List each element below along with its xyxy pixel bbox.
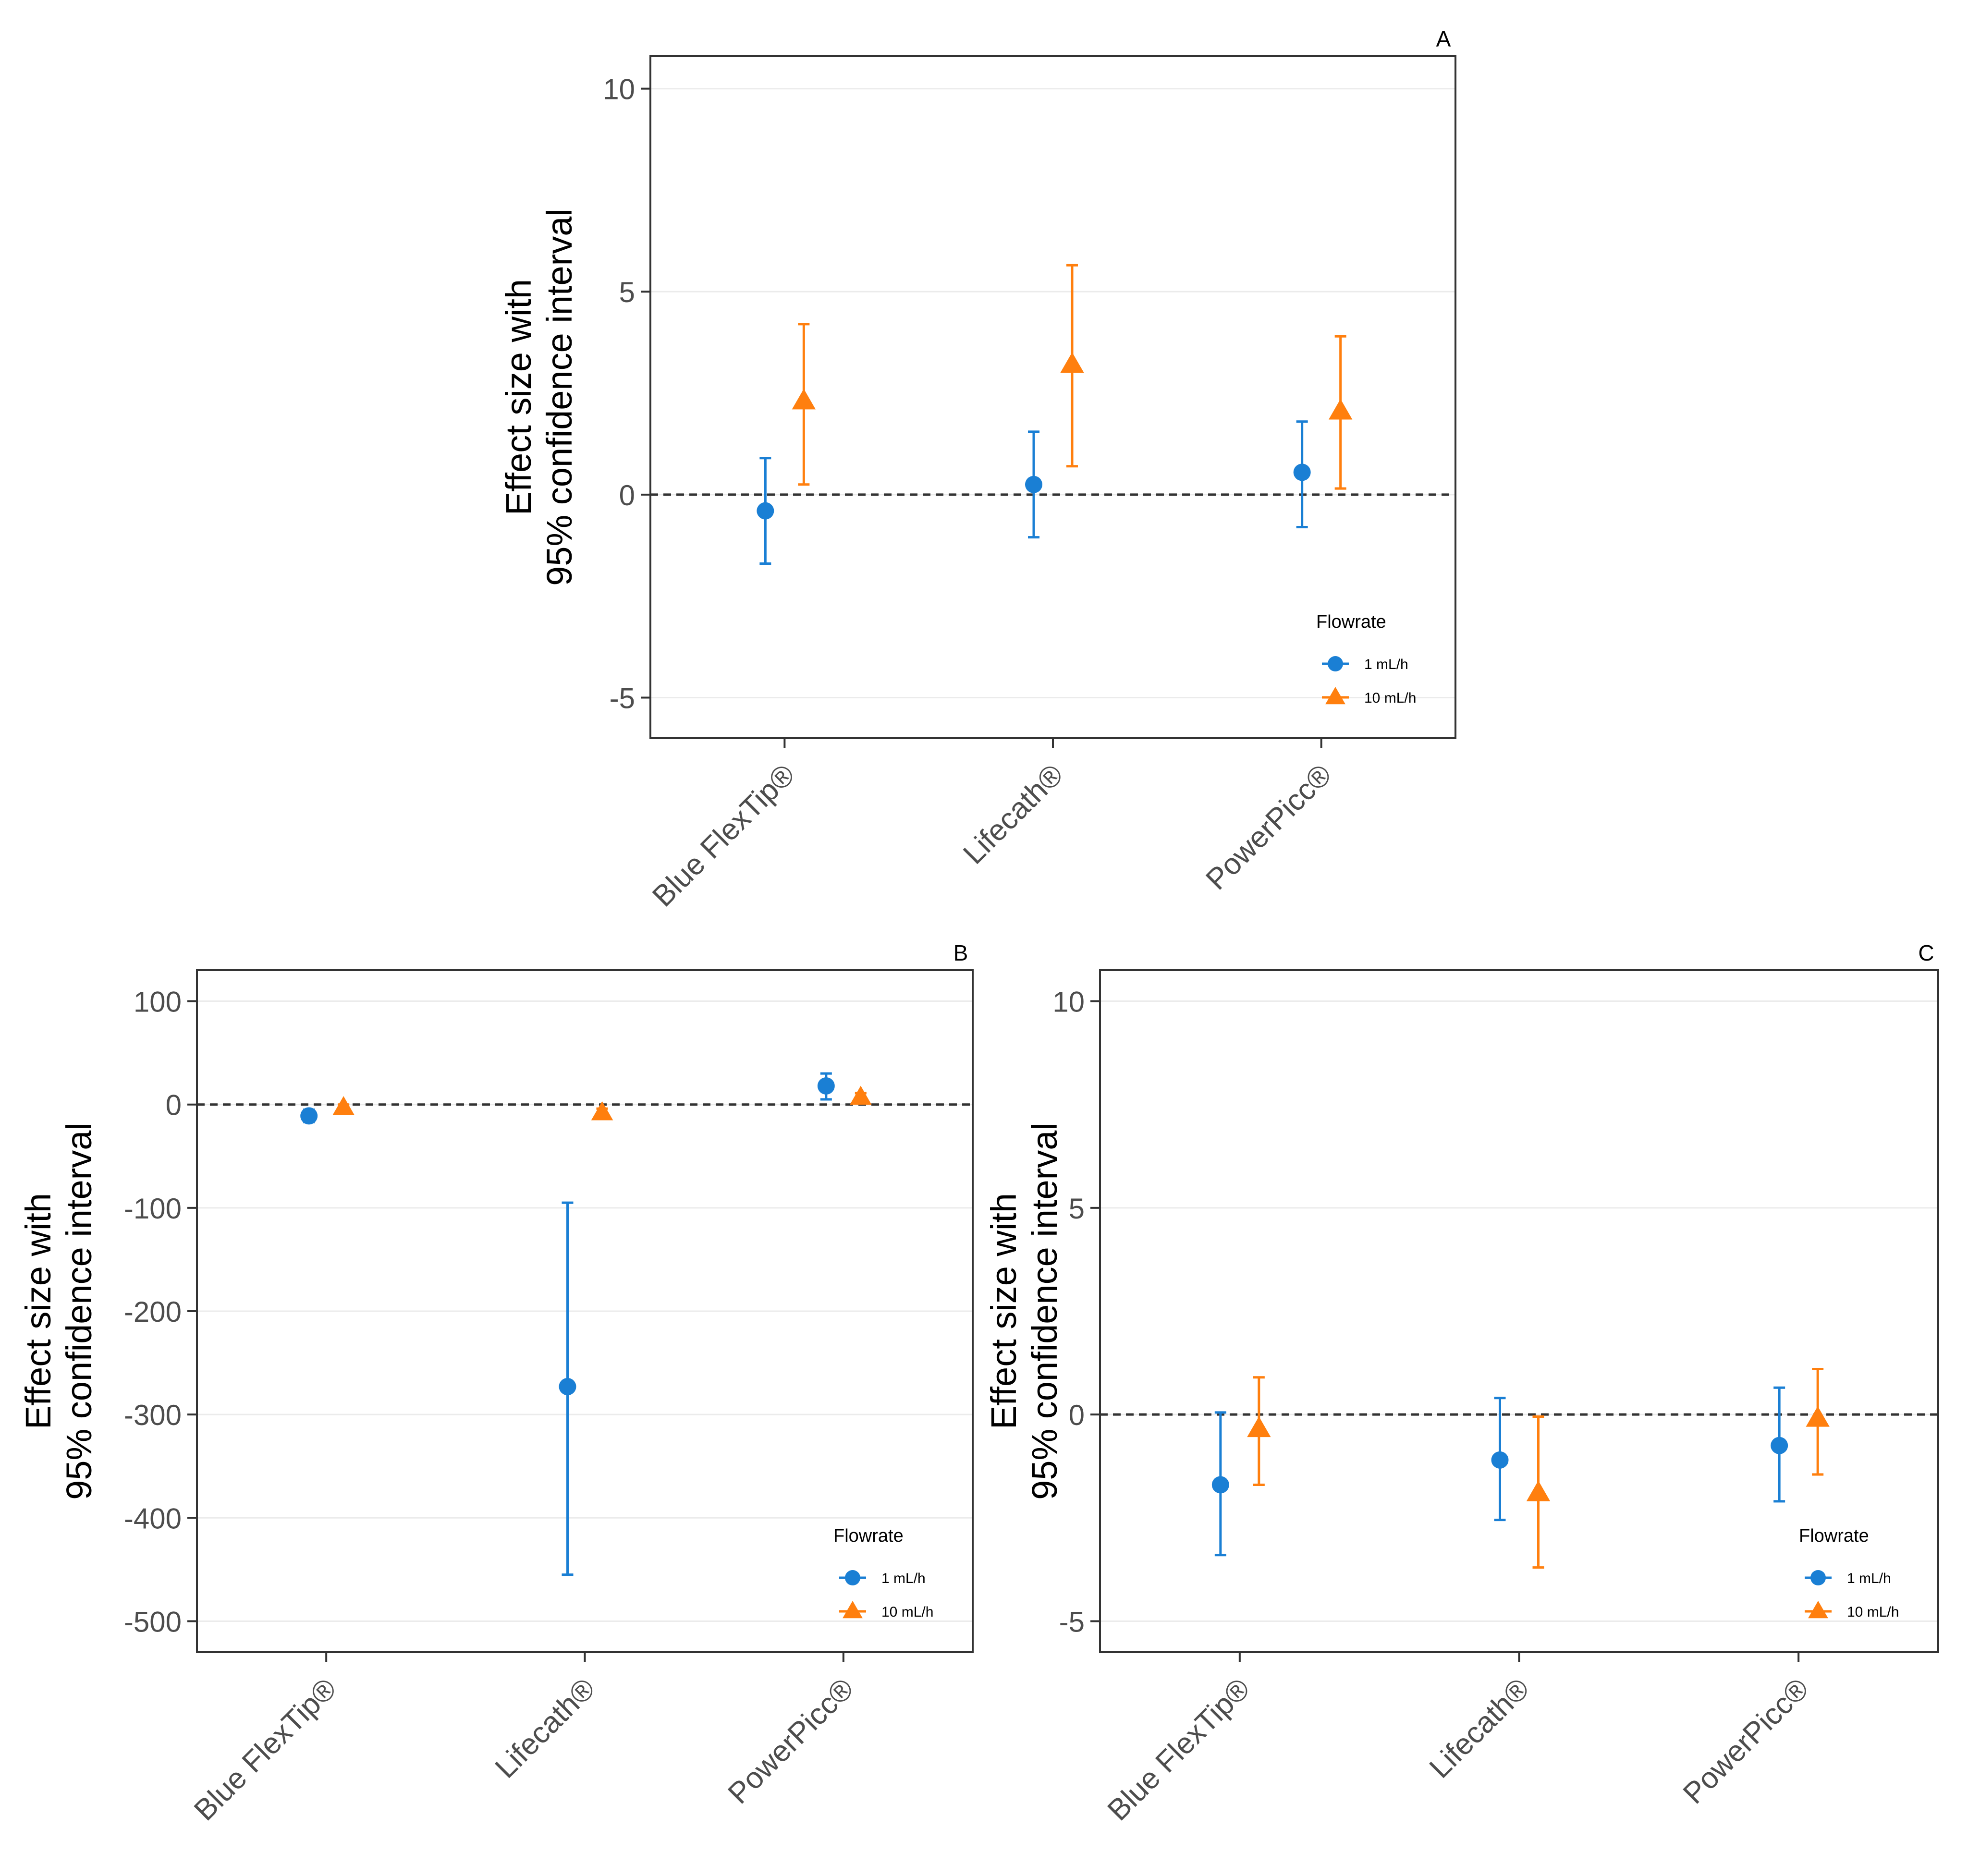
- y-tick-label: 0: [166, 1089, 182, 1121]
- legend-label: 10 mL/h: [1847, 1604, 1899, 1620]
- point-10-ml-h: [792, 389, 816, 410]
- point-10-ml-h: [1806, 1406, 1830, 1427]
- y-axis-label: 95% confidence interval: [1025, 1122, 1064, 1500]
- legend-label: 1 mL/h: [1364, 657, 1408, 672]
- legend-label: 1 mL/h: [881, 1571, 926, 1586]
- legend-title: Flowrate: [833, 1526, 904, 1546]
- y-axis-label: 95% confidence interval: [59, 1122, 99, 1500]
- plot-area: [1100, 970, 1938, 1652]
- y-tick-label: 10: [603, 73, 635, 106]
- point-10-ml-h: [1060, 352, 1084, 373]
- y-tick-label: 0: [1069, 1399, 1085, 1431]
- point-1-ml-h: [300, 1107, 318, 1125]
- point-1-ml-h: [757, 502, 774, 520]
- point-10-ml-h: [1526, 1480, 1551, 1501]
- legend: Flowrate 1 mL/h 10 mL/h: [833, 1526, 933, 1620]
- panel-letter: C: [1918, 940, 1934, 965]
- point-1-ml-h: [1491, 1451, 1509, 1469]
- y-tick-label: -400: [124, 1502, 182, 1535]
- y-tick-label: -500: [124, 1606, 182, 1638]
- y-tick-label: 100: [134, 986, 182, 1018]
- legend: Flowrate 1 mL/h 10 mL/h: [1316, 612, 1416, 706]
- point-1-ml-h: [1293, 463, 1311, 481]
- y-tick-label: 5: [1069, 1193, 1085, 1225]
- legend-key-triangle: [1325, 687, 1345, 705]
- point-10-ml-h: [1328, 399, 1353, 420]
- y-tick-label: 10: [1052, 986, 1085, 1018]
- point-1-ml-h: [1771, 1437, 1788, 1454]
- point-10-ml-h: [1247, 1416, 1271, 1437]
- legend: Flowrate 1 mL/h 10 mL/h: [1799, 1526, 1899, 1620]
- legend-key-triangle: [1808, 1601, 1828, 1619]
- y-tick-label: -300: [124, 1399, 182, 1431]
- legend-title: Flowrate: [1316, 612, 1386, 632]
- y-tick-label: -100: [124, 1193, 182, 1225]
- y-tick-label: 5: [619, 276, 635, 308]
- y-tick-label: -5: [610, 682, 635, 714]
- point-10-ml-h: [332, 1096, 354, 1115]
- y-axis-label: Effect size with: [984, 1193, 1024, 1429]
- y-axis-label: Effect size with: [18, 1193, 58, 1429]
- legend-key-circle: [1328, 656, 1343, 671]
- y-axis-label: Effect size with: [499, 279, 538, 515]
- point-10-ml-h: [850, 1085, 872, 1105]
- legend-key-triangle: [843, 1601, 863, 1619]
- point-1-ml-h: [1211, 1476, 1229, 1494]
- point-1-ml-h: [817, 1077, 835, 1095]
- y-axis-label: 95% confidence interval: [539, 208, 579, 586]
- point-1-ml-h: [1025, 475, 1042, 493]
- point-10-ml-h: [591, 1101, 613, 1121]
- legend-key-circle: [1810, 1570, 1826, 1585]
- legend-key-circle: [845, 1570, 860, 1585]
- y-tick-label: -5: [1059, 1606, 1085, 1638]
- point-1-ml-h: [559, 1378, 576, 1396]
- legend-label: 1 mL/h: [1847, 1571, 1891, 1586]
- legend-label: 10 mL/h: [881, 1604, 933, 1620]
- panel-letter: A: [1436, 26, 1451, 51]
- panel-letter: B: [953, 940, 968, 965]
- y-tick-label: 0: [619, 479, 635, 512]
- legend-label: 10 mL/h: [1364, 690, 1416, 706]
- legend-title: Flowrate: [1799, 1526, 1869, 1546]
- y-tick-label: -200: [124, 1296, 182, 1328]
- plot-area: [650, 56, 1455, 738]
